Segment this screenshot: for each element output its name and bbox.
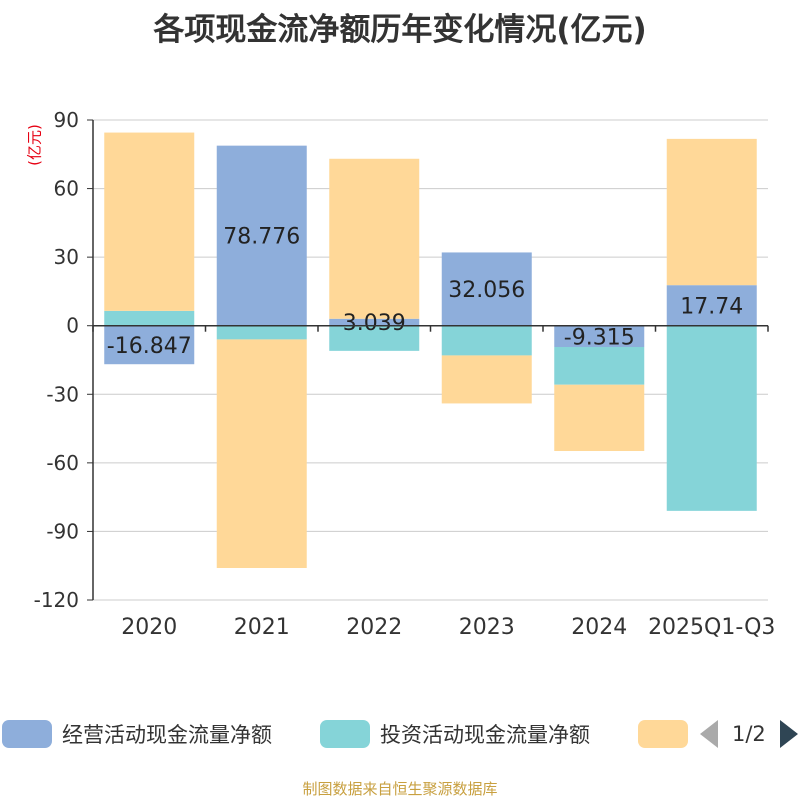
x-category-label: 2020 bbox=[121, 615, 177, 640]
bar-series1-2024 bbox=[554, 347, 645, 385]
y-tick-label: 90 bbox=[54, 108, 79, 132]
cashflow-chart: 90 60 30 0 -30 -60 -90 -120 -16.847 78.776 3.039 32… bbox=[34, 108, 776, 640]
y-tick-label: -60 bbox=[46, 451, 79, 475]
data-label-operating: 17.74 bbox=[680, 294, 743, 319]
y-tick-label: 0 bbox=[66, 314, 79, 338]
y-tick-label: 30 bbox=[54, 245, 79, 269]
data-label-operating: 78.776 bbox=[223, 225, 300, 250]
bar-series1-2022 bbox=[329, 325, 420, 351]
bar-series0-2020 bbox=[104, 325, 195, 365]
bar-series0-2023 bbox=[441, 252, 532, 326]
y-tick-label: 60 bbox=[54, 177, 79, 201]
bar-series2-2020 bbox=[104, 132, 195, 311]
x-category-label: 2025Q1-Q3 bbox=[648, 615, 775, 640]
bar-series0-2025Q1-Q3 bbox=[666, 285, 757, 326]
bar-series2-2021 bbox=[216, 339, 307, 568]
bar-series1-2020 bbox=[104, 310, 195, 326]
data-label-operating: 32.056 bbox=[448, 278, 525, 303]
x-category-label: 2022 bbox=[346, 615, 402, 640]
bar-series2-2022 bbox=[329, 158, 420, 319]
legend-item-investing[interactable]: 投资活动现金流量净额 bbox=[320, 718, 590, 750]
legend-prev-arrow-icon[interactable] bbox=[700, 720, 718, 748]
legend-pager: 1/2 bbox=[700, 718, 798, 750]
legend-swatch-financing bbox=[638, 720, 688, 748]
x-category-label: 2021 bbox=[234, 615, 290, 640]
x-category-label: 2023 bbox=[459, 615, 515, 640]
legend-label-investing: 投资活动现金流量净额 bbox=[380, 723, 590, 747]
legend-label-operating: 经营活动现金流量净额 bbox=[62, 723, 272, 747]
chart-title: 各项现金流净额历年变化情况(亿元) bbox=[153, 12, 647, 48]
y-tick-label: -30 bbox=[46, 382, 79, 406]
y-tick-label: -120 bbox=[34, 588, 79, 612]
legend-swatch-investing bbox=[320, 720, 370, 748]
data-label-operating: -16.847 bbox=[107, 334, 192, 359]
bar-series2-2024 bbox=[554, 384, 645, 452]
data-source-note: 制图数据来自恒生聚源数据库 bbox=[302, 780, 498, 798]
bar-series0-2024 bbox=[554, 325, 645, 348]
bar-series1-2025Q1-Q3 bbox=[666, 325, 757, 511]
legend-swatch-operating bbox=[2, 720, 52, 748]
x-category-label: 2024 bbox=[571, 615, 627, 640]
bar-series2-2025Q1-Q3 bbox=[666, 138, 757, 286]
y-tick-label: -90 bbox=[46, 519, 79, 543]
data-label-operating: -9.315 bbox=[564, 325, 635, 350]
bar-series1-2023 bbox=[441, 325, 532, 356]
bar-series1-2021 bbox=[216, 325, 307, 340]
legend-item-financing[interactable] bbox=[638, 718, 688, 750]
legend-page-indicator: 1/2 bbox=[732, 722, 766, 746]
bar-series2-2023 bbox=[441, 355, 532, 404]
data-label-operating: 3.039 bbox=[343, 311, 406, 336]
bar-series0-2022 bbox=[329, 318, 420, 326]
legend-next-arrow-icon[interactable] bbox=[779, 720, 798, 748]
bar-series0-2021 bbox=[216, 145, 307, 326]
legend-item-operating[interactable]: 经营活动现金流量净额 bbox=[2, 718, 272, 750]
